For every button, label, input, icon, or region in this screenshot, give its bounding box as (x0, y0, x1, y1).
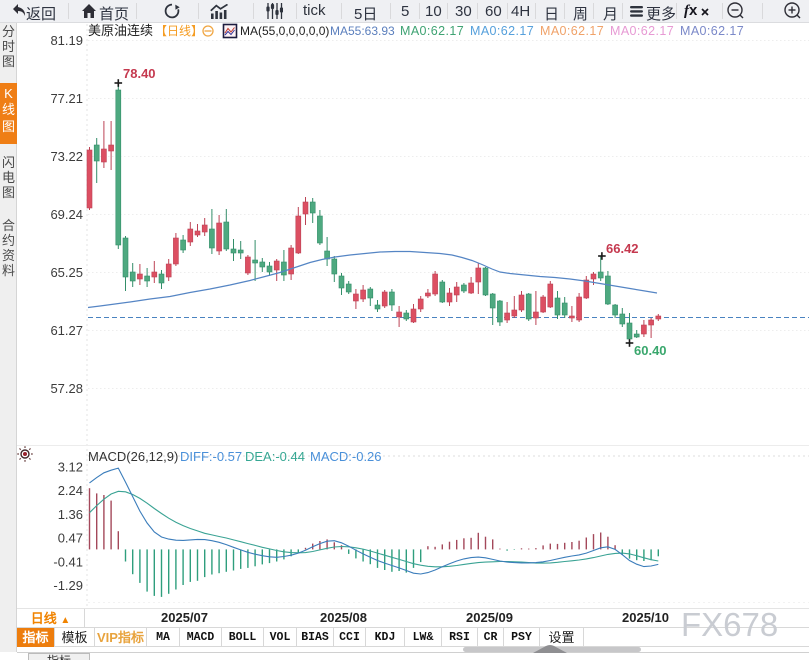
svg-text:MACD(26,12,9): MACD(26,12,9) (88, 449, 178, 464)
svg-text:-0.41: -0.41 (53, 554, 83, 569)
svg-text:65.25: 65.25 (50, 265, 83, 280)
svg-text:78.40: 78.40 (123, 66, 156, 81)
svg-text:57.28: 57.28 (50, 381, 83, 396)
svg-text:MA0:62.17: MA0:62.17 (400, 24, 464, 38)
svg-text:DIFF:-0.57: DIFF:-0.57 (180, 449, 242, 464)
svg-text:MA(55,0,0,0,0,0): MA(55,0,0,0,0,0) (240, 24, 329, 38)
svg-text:77.21: 77.21 (50, 91, 83, 106)
svg-text:61.27: 61.27 (50, 323, 83, 338)
svg-text:MA0:62.17: MA0:62.17 (470, 24, 534, 38)
svg-text:MA0:62.17: MA0:62.17 (680, 24, 744, 38)
svg-text:MA0:62.17: MA0:62.17 (540, 24, 604, 38)
svg-text:60.40: 60.40 (634, 343, 667, 358)
svg-text:2.24: 2.24 (58, 483, 83, 498)
svg-text:66.42: 66.42 (606, 241, 639, 256)
svg-text:81.19: 81.19 (50, 33, 83, 48)
svg-text:MACD:-0.26: MACD:-0.26 (310, 449, 382, 464)
svg-text:0.47: 0.47 (58, 531, 83, 546)
svg-text:【日线】: 【日线】 (155, 24, 203, 38)
svg-text:-1.29: -1.29 (53, 578, 83, 593)
svg-text:美原油连续: 美原油连续 (88, 23, 153, 38)
svg-text:3.12: 3.12 (58, 460, 83, 475)
svg-text:DEA:-0.44: DEA:-0.44 (245, 449, 305, 464)
svg-text:73.22: 73.22 (50, 149, 83, 164)
svg-text:1.36: 1.36 (58, 507, 83, 522)
svg-text:69.24: 69.24 (50, 207, 83, 222)
svg-text:MA0:62.17: MA0:62.17 (610, 24, 674, 38)
svg-text:MA55:63.93: MA55:63.93 (330, 24, 395, 38)
